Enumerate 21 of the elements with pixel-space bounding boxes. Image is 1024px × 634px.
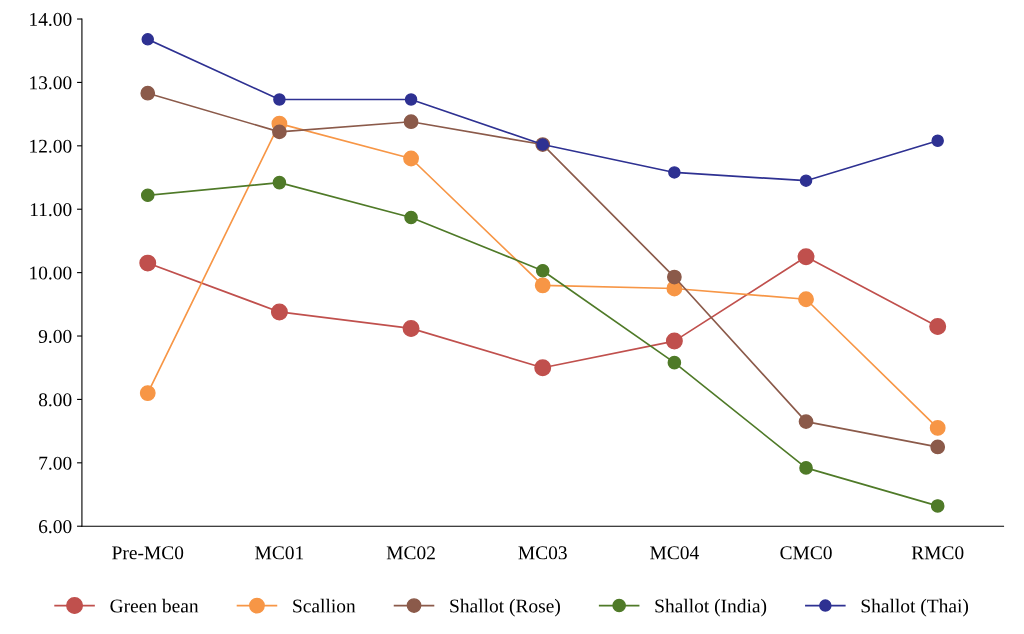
y-tick-label: 14.00 (30, 12, 72, 27)
y-tick-label: 9.00 (38, 329, 72, 344)
y-tick-label: 6.00 (39, 520, 72, 534)
legend-label: Shallot (India) (655, 598, 767, 617)
x-tick-label: CMC0 (780, 546, 832, 560)
legend-label: Shallot (Rose) (450, 598, 560, 617)
x-tick-label: MC01 (255, 546, 304, 560)
x-tick-label: MC03 (518, 546, 567, 560)
y-tick-label: 10.00 (30, 266, 72, 280)
x-tick-label: Pre-MC0 (112, 546, 184, 560)
y-tick-label: 13.00 (30, 76, 72, 90)
y-tick-label: 8.00 (38, 393, 72, 407)
legend-label: Green bean (110, 598, 199, 613)
y-tick-label: 11.00 (30, 203, 72, 217)
x-tick-label: MC04 (650, 546, 699, 560)
legend-label: Scallion (293, 598, 356, 613)
y-tick-label: 7.00 (39, 456, 72, 470)
x-tick-label: MC02 (386, 546, 435, 560)
x-tick-label: RMC0 (911, 546, 964, 560)
y-tick-label: 12.00 (30, 139, 72, 153)
legend-label: Shallot (Thai) (861, 598, 969, 617)
